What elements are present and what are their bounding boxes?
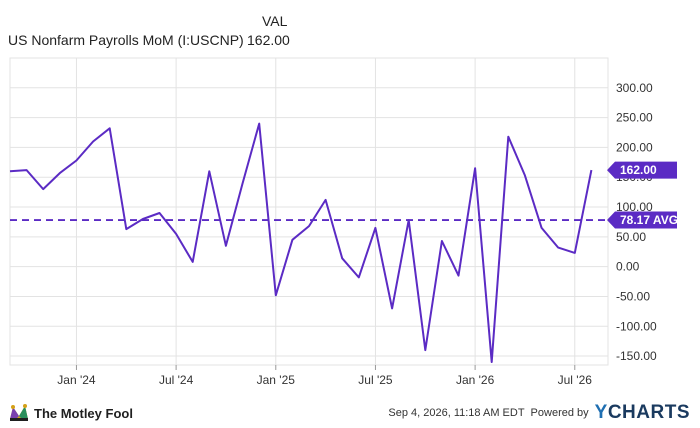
last-value-label-bg xyxy=(607,161,677,179)
plot-frame xyxy=(9,57,609,366)
y-tick-label: 50.00 xyxy=(616,230,646,244)
val-value: 162.00 xyxy=(247,32,290,48)
x-tick-labels: Jan '24 Jul '24 Jan '25 Jul '25 Jan '26 Jul '… xyxy=(57,365,592,387)
y-tick-label: -100.00 xyxy=(616,319,657,333)
x-tick-label: Jul '24 xyxy=(159,373,194,387)
motley-fool-text: The Motley Fool xyxy=(34,405,133,421)
val-header: VAL xyxy=(262,13,288,29)
powered-by: Powered by xyxy=(530,407,589,419)
x-tick-label: Jul '26 xyxy=(558,373,593,387)
x-tick-label: Jan '26 xyxy=(456,373,495,387)
x-tick-label: Jul '25 xyxy=(358,373,393,387)
chart-svg: 300.00250.00200.00150.00100.0050.000.00-… xyxy=(9,57,678,387)
x-tick-label: Jan '25 xyxy=(257,373,296,387)
jester-hat-icon xyxy=(10,404,28,421)
y-tick-label: 200.00 xyxy=(616,140,653,154)
average-label: 78.17 AVG xyxy=(607,211,678,229)
average-label-text: 78.17 AVG xyxy=(620,213,678,227)
y-tick-label: 300.00 xyxy=(616,81,653,95)
motley-fool-logo: The Motley Fool xyxy=(8,400,133,426)
y-tick-label: -50.00 xyxy=(616,289,650,303)
last-value-label-text: 162.00 xyxy=(620,163,657,177)
ycharts-logo: YCHARTS xyxy=(594,402,690,423)
last-value-label: 162.00 xyxy=(607,161,677,179)
timestamp: Sep 4, 2026, 11:18 AM EDT xyxy=(388,407,525,419)
footer-attribution: Sep 4, 2026, 11:18 AM EDT Powered by YCH… xyxy=(388,400,690,426)
x-tick-label: Jan '24 xyxy=(57,373,96,387)
average-label-bg xyxy=(607,211,677,229)
series-line xyxy=(9,122,593,363)
y-tick-label: 0.00 xyxy=(616,260,640,274)
y-tick-label: 100.00 xyxy=(616,200,653,214)
series-title: US Nonfarm Payrolls MoM (I:USCNP) xyxy=(8,32,244,48)
y-tick-label: -150.00 xyxy=(616,349,657,363)
y-tick-label: 250.00 xyxy=(616,111,653,125)
grid-layer xyxy=(9,57,609,366)
